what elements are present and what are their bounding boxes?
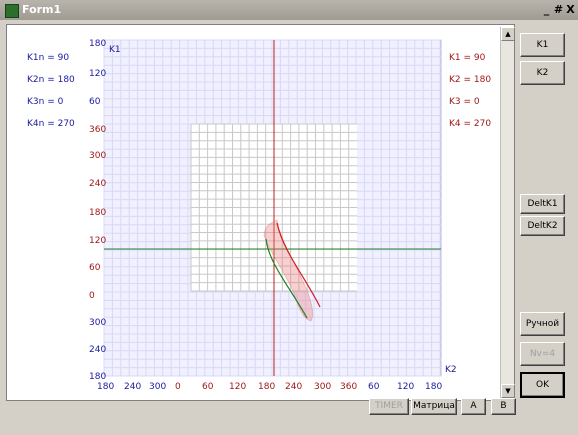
x-tick-label: 300 [314, 382, 331, 392]
scroll-down-button[interactable]: ▼ [501, 384, 515, 398]
plot-panel: K1n = 90 K1 = 90 K2n = 180 K2 = 180 K3n = 0 K… [6, 24, 515, 401]
manual-button[interactable]: Ручной [520, 312, 565, 336]
x-tick-label: 300 [149, 382, 166, 392]
y-tick-label: 120 [89, 69, 106, 79]
nv-button[interactable]: Nv=4 [520, 342, 565, 366]
y-tick-label: 0 [89, 291, 95, 301]
x-axis-name: K2 [445, 365, 457, 375]
y-tick-label: 180 [89, 39, 106, 49]
x-tick-label: 180 [97, 382, 114, 392]
window-title: Form1 [22, 3, 62, 16]
green-curve [265, 238, 308, 319]
y-tick-label: 240 [89, 345, 106, 355]
minimize-button[interactable]: _ [543, 3, 550, 16]
y-axis-name: K1 [109, 45, 121, 55]
right-param-label: K3 = 0 [449, 97, 480, 107]
y-tick-label: 60 [89, 263, 101, 273]
x-tick-label: 180 [425, 382, 442, 392]
deltk1-button[interactable]: DeltK1 [520, 194, 565, 214]
x-tick-label: 180 [258, 382, 275, 392]
matrix-button[interactable]: Матрица [411, 398, 457, 415]
right-param-label: K1 = 90 [449, 53, 486, 63]
x-tick-label: 120 [397, 382, 414, 392]
left-param-label: K1n = 90 [27, 53, 69, 63]
ok-button[interactable]: OK [520, 372, 565, 398]
app-icon [5, 4, 19, 18]
y-tick-label: 300 [89, 151, 106, 161]
close-button[interactable]: X [566, 3, 575, 16]
x-tick-label: 240 [124, 382, 141, 392]
vertical-scrollbar[interactable]: ▲ ▼ [500, 27, 515, 398]
title-bar: Form1 _ # X [0, 0, 578, 20]
a-button[interactable]: A [461, 398, 486, 415]
b-button[interactable]: B [491, 398, 516, 415]
left-param-label: K4n = 270 [27, 119, 75, 129]
red-curve [276, 222, 321, 308]
y-tick-label: 180 [89, 208, 106, 218]
y-tick-label: 360 [89, 125, 106, 135]
k2-button[interactable]: K2 [520, 61, 565, 85]
k1-button[interactable]: K1 [520, 33, 565, 57]
y-tick-label: 240 [89, 179, 106, 189]
x-tick-label: 120 [229, 382, 246, 392]
x-tick-label: 0 [175, 382, 181, 392]
y-tick-label: 120 [89, 236, 106, 246]
x-tick-label: 240 [285, 382, 302, 392]
y-tick-label: 180 [89, 372, 106, 382]
shaded-region [263, 219, 313, 322]
maximize-button[interactable]: # [553, 3, 564, 16]
x-tick-label: 60 [202, 382, 214, 392]
deltk2-button[interactable]: DeltK2 [520, 216, 565, 236]
right-param-label: K4 = 270 [449, 119, 491, 129]
x-tick-label: 360 [340, 382, 357, 392]
left-param-label: K2n = 180 [27, 75, 75, 85]
y-tick-label: 300 [89, 318, 106, 328]
x-tick-label: 60 [368, 382, 380, 392]
plot-canvas: K1n = 90 K1 = 90 K2n = 180 K2 = 180 K3n = 0 K… [27, 39, 491, 392]
left-param-label: K3n = 0 [27, 97, 64, 107]
scroll-up-button[interactable]: ▲ [501, 27, 515, 41]
timer-button[interactable]: TIMER [369, 398, 409, 415]
right-param-label: K2 = 180 [449, 75, 491, 85]
y-tick-label: 60 [89, 97, 101, 107]
